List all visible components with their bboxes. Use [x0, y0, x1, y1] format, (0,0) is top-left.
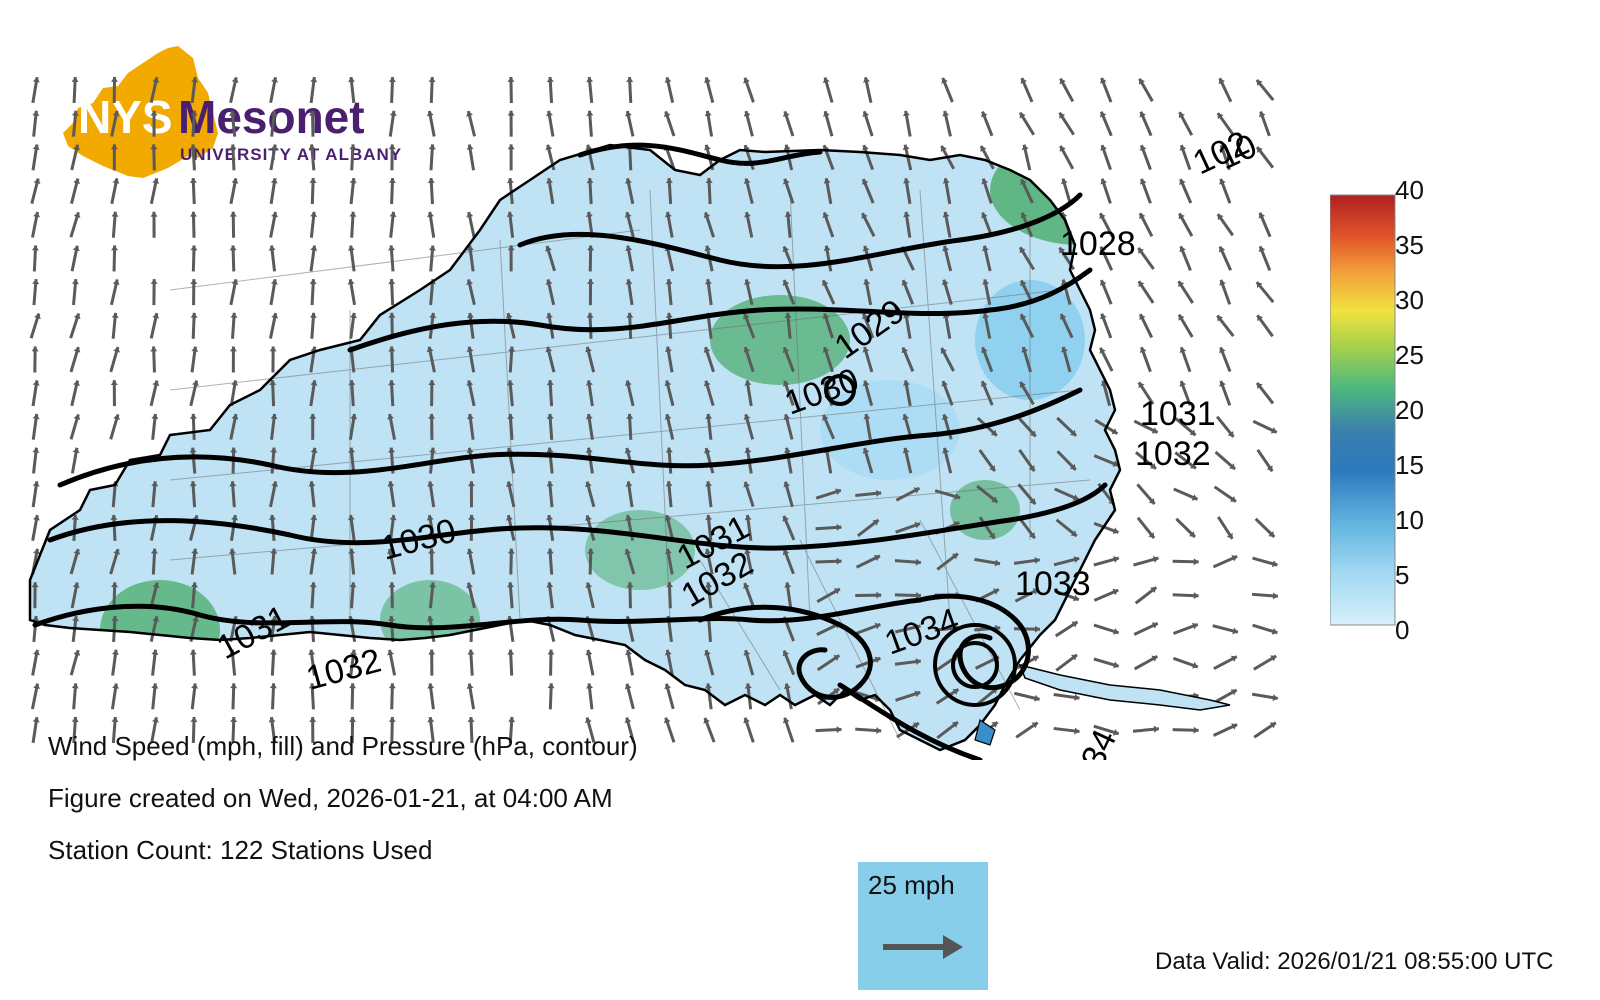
- svg-text:1032: 1032: [1135, 435, 1211, 473]
- data-valid-text: Data Valid: 2026/01/21 08:55:00 UTC: [1155, 948, 1553, 976]
- colorbar-gradient: [1330, 195, 1395, 625]
- caption-text-block: Wind Speed (mph, fill) and Pressure (hPa…: [48, 720, 638, 876]
- colorbar-tick-40: 40: [1395, 175, 1424, 206]
- svg-text:1032: 1032: [302, 641, 385, 697]
- colorbar-tick-15: 15: [1395, 450, 1424, 481]
- caption-line-figure-created: Figure created on Wed, 2026-01-21, at 04…: [48, 772, 638, 824]
- colorbar-tick-10: 10: [1395, 505, 1424, 536]
- colorbar-tick-25: 25: [1395, 340, 1424, 371]
- wind-legend-arrow-icon: [878, 932, 968, 962]
- caption-line-station-count: Station Count: 122 Stations Used: [48, 824, 638, 876]
- svg-text:1033: 1033: [1015, 565, 1091, 603]
- colorbar-tick-30: 30: [1395, 285, 1424, 316]
- root-container: { "app_title": "NYS Mesonet Wind and Pre…: [0, 0, 1600, 1000]
- caption-line-wind-pressure: Wind Speed (mph, fill) and Pressure (hPa…: [48, 720, 638, 772]
- ny-map-svg: 102 1028 1029 1030 1030 1031 1031 1031 1…: [20, 60, 1280, 760]
- svg-text:1028: 1028: [1060, 225, 1136, 263]
- colorbar-tick-5: 5: [1395, 560, 1409, 591]
- wind-legend-label-text: 25 mph: [868, 870, 955, 901]
- wind-speed-legend: 25 mph: [858, 862, 988, 990]
- long-island-shape: [1020, 665, 1230, 710]
- svg-text:1031: 1031: [1140, 395, 1216, 433]
- ny-state-fill-group: [20, 60, 1280, 760]
- colorbar-tick-35: 35: [1395, 230, 1424, 261]
- colorbar-tick-0: 0: [1395, 615, 1409, 646]
- wind-pressure-map: 102 1028 1029 1030 1030 1031 1031 1031 1…: [20, 60, 1280, 760]
- colorbar-tick-20: 20: [1395, 395, 1424, 426]
